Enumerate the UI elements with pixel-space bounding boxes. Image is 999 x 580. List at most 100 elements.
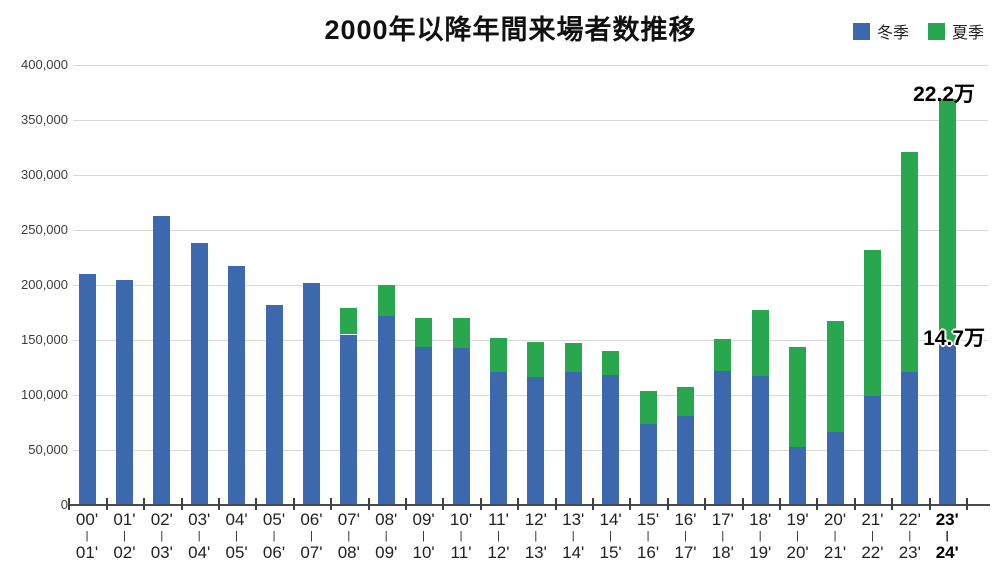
x-axis-category-label: 06' | 07': [290, 510, 332, 562]
x-axis-category-label: 18' | 19': [739, 510, 781, 562]
x-axis-label-row: |: [235, 530, 239, 542]
chart-title: 2000年以降年間来場者数推移: [324, 15, 697, 45]
x-axis-label-row: 01': [113, 510, 136, 529]
x-axis-label-row: 20': [823, 510, 847, 529]
x-axis-tick: [816, 498, 819, 510]
bar-winter-segment: [901, 371, 919, 505]
x-axis-category-label: 17' | 18': [702, 510, 744, 562]
bar-winter-segment: [452, 347, 470, 505]
x-axis-label-row: 08': [375, 510, 398, 529]
x-axis-label-row: 03': [188, 510, 211, 529]
x-axis-category-label: 07' | 08': [328, 510, 370, 562]
x-axis-category-label: 10' | 11': [440, 510, 482, 562]
x-axis-label-row: 06': [300, 510, 323, 529]
bar-winter-segment: [340, 334, 358, 505]
x-axis-label-row: 03': [150, 543, 173, 562]
x-axis-label-row: 14': [562, 543, 585, 562]
bar-winter-segment: [602, 375, 620, 505]
bar-summer-segment: [901, 151, 919, 372]
x-axis-tick: [629, 498, 632, 510]
bar-summer-segment: [602, 351, 620, 376]
annotation-last-summer-total: 22.2万: [913, 83, 975, 106]
x-axis-tick: [404, 498, 407, 510]
x-axis-tick: [853, 498, 856, 510]
x-axis-tick: [554, 498, 557, 510]
bar-winter-segment: [714, 370, 732, 505]
bar-summer-segment: [415, 318, 433, 347]
x-axis-category-label: 04' | 05': [216, 510, 258, 562]
x-axis-category-label: 15' | 16': [627, 510, 669, 562]
x-axis-label-row: 01': [75, 543, 99, 562]
x-axis-label-row: |: [945, 530, 949, 542]
bar-winter-segment: [153, 215, 171, 505]
y-axis-tick-label: 50,000: [28, 442, 68, 457]
x-axis-label-row: |: [85, 530, 89, 542]
x-axis-tick: [330, 498, 333, 510]
x-axis-label-row: 23': [935, 510, 959, 529]
y-axis-tick-label: 400,000: [21, 57, 68, 72]
x-axis-category-label: 22' | 23': [889, 510, 931, 562]
x-axis-category-label: 09' | 10': [403, 510, 445, 562]
legend-item-summer: 夏季: [927, 19, 984, 43]
x-axis-category-label: 19' | 20': [777, 510, 819, 562]
bar-winter-segment: [115, 279, 133, 505]
winter-swatch-icon: [852, 22, 870, 40]
x-axis-label-row: |: [683, 530, 687, 542]
x-axis-label-row: 13': [562, 510, 585, 529]
x-axis-label-row: 16': [636, 543, 660, 562]
x-axis-label-row: 05': [225, 543, 248, 562]
x-axis-category-label: 03' | 04': [178, 510, 220, 562]
x-axis-label-row: |: [534, 530, 538, 542]
x-axis-label-row: 11': [450, 543, 472, 562]
x-axis-label-row: 00': [75, 510, 99, 529]
x-axis-label-row: 14': [599, 510, 622, 529]
x-axis-label-row: 10': [449, 510, 473, 529]
x-axis-category-label: 16' | 17': [664, 510, 706, 562]
gridline: [73, 285, 988, 286]
bar-winter-segment: [489, 371, 507, 505]
bar-winter-segment: [415, 346, 433, 505]
y-axis-tick-label: 300,000: [21, 167, 68, 182]
y-axis-tick-label: 200,000: [21, 277, 68, 292]
x-axis-label-row: 08': [337, 543, 360, 562]
x-axis-label-row: 09': [375, 543, 398, 562]
x-axis-label-row: |: [422, 530, 426, 542]
x-axis-label-row: |: [609, 530, 613, 542]
x-axis-label-row: |: [721, 530, 725, 542]
bar-winter-segment: [228, 266, 246, 505]
bar-winter-segment: [564, 371, 582, 505]
x-axis-label-row: 18': [749, 510, 772, 529]
x-axis-label-row: 10': [412, 543, 435, 562]
x-axis-label-row: 04': [225, 510, 248, 529]
x-axis-label-row: |: [197, 530, 201, 542]
y-axis-tick-label: 150,000: [21, 332, 68, 347]
x-axis-label-row: 19': [786, 510, 809, 529]
gridline: [73, 120, 988, 121]
x-axis-label-row: 24': [935, 543, 959, 562]
bar-winter-segment: [78, 274, 96, 505]
bar-summer-segment: [340, 308, 358, 335]
x-axis-tick: [928, 498, 931, 510]
x-axis-label-row: 17': [674, 543, 697, 562]
x-axis-label-row: 20': [786, 543, 809, 562]
bar-winter-segment: [527, 377, 545, 505]
bar-winter-segment: [751, 376, 769, 505]
x-axis-tick: [778, 498, 781, 510]
x-axis-label-row: 06': [262, 543, 286, 562]
x-axis-tick: [143, 498, 146, 510]
bar-summer-segment: [639, 390, 657, 424]
x-axis-category-label: 11' | 12': [477, 510, 519, 562]
bar-summer-segment: [826, 321, 844, 433]
bar-summer-segment: [527, 342, 545, 378]
x-axis-tick: [105, 498, 108, 510]
bar-winter-segment: [789, 446, 807, 505]
bar-winter-segment: [302, 282, 320, 505]
x-axis-tick: [517, 498, 520, 510]
gridline: [73, 175, 988, 176]
bar-summer-segment: [789, 346, 807, 447]
bar-summer-segment: [489, 337, 507, 372]
x-axis-label-row: |: [272, 530, 276, 542]
legend: 冬季 夏季: [852, 19, 984, 43]
legend-label-winter: 冬季: [876, 25, 909, 42]
